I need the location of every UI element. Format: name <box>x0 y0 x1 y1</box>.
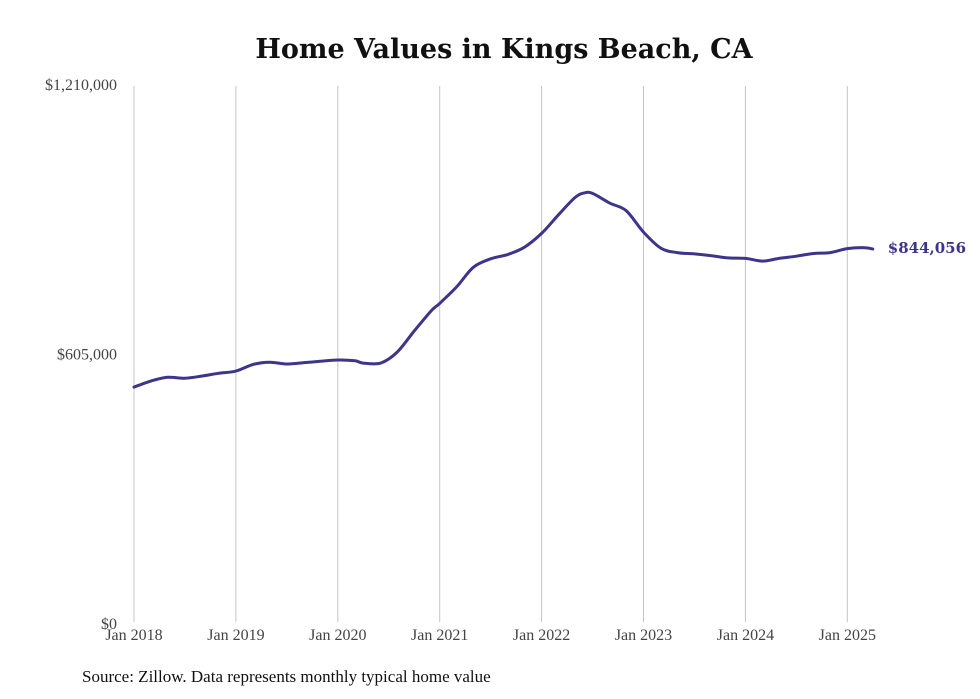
y-tick-label: $605,000 <box>57 347 117 364</box>
x-tick-label: Jan 2021 <box>411 627 468 644</box>
x-tick-label: Jan 2023 <box>615 627 672 644</box>
x-tick-label: Jan 2022 <box>513 627 570 644</box>
y-tick-label: $0 <box>101 616 117 633</box>
line-chart: Home Values in Kings Beach, CA $0 $605,00… <box>45 34 966 644</box>
end-value-label: $844,056 <box>888 239 966 257</box>
y-axis: $0 $605,000 $1,210,000 <box>45 77 117 633</box>
x-tick-label: Jan 2019 <box>207 627 264 644</box>
y-tick-label: $1,210,000 <box>45 77 117 94</box>
x-axis: Jan 2018 Jan 2019 Jan 2020 Jan 2021 Jan 2022… <box>105 627 876 644</box>
x-tick-label: Jan 2025 <box>819 627 876 644</box>
source-note: Source: Zillow. Data represents monthly … <box>82 667 491 686</box>
x-tick-label: Jan 2024 <box>717 627 774 644</box>
x-tick-label: Jan 2020 <box>309 627 366 644</box>
chart-title: Home Values in Kings Beach, CA <box>255 34 753 65</box>
series-line <box>132 190 875 389</box>
vertical-gridlines <box>133 86 848 622</box>
x-tick-label: Jan 2018 <box>105 627 162 644</box>
